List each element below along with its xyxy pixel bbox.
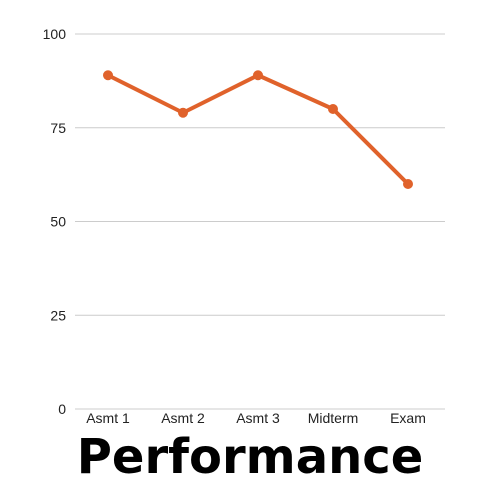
- x-tick-label: Asmt 2: [161, 410, 205, 426]
- x-tick-label: Asmt 1: [86, 410, 130, 426]
- y-tick-label: 0: [58, 401, 66, 417]
- y-tick-label: 75: [50, 120, 66, 136]
- y-axis-ticks: 0 25 50 75 100: [43, 26, 67, 417]
- data-point-asmt-3: [253, 70, 263, 80]
- data-point-asmt-1: [103, 70, 113, 80]
- x-tick-label: Exam: [390, 410, 426, 426]
- series-performance: [103, 70, 413, 189]
- x-tick-label: Midterm: [308, 410, 359, 426]
- y-tick-label: 25: [50, 307, 66, 323]
- y-tick-label: 50: [50, 214, 66, 230]
- x-tick-label: Asmt 3: [236, 410, 280, 426]
- gridlines: [75, 34, 445, 409]
- chart-title: Performance: [77, 429, 424, 485]
- series-line: [108, 75, 408, 184]
- data-point-midterm: [328, 104, 338, 114]
- y-tick-label: 100: [43, 26, 67, 42]
- data-point-asmt-2: [178, 108, 188, 118]
- data-point-exam: [403, 179, 413, 189]
- x-axis-ticks: Asmt 1 Asmt 2 Asmt 3 Midterm Exam: [86, 410, 426, 426]
